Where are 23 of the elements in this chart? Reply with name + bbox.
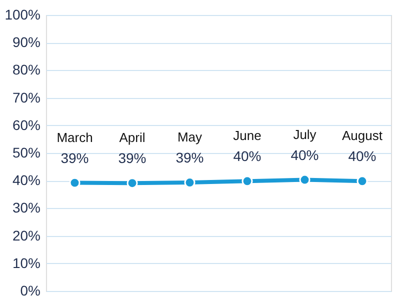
y-tick-label: 0% [20,282,40,298]
y-tick-label: 60% [12,116,40,133]
data-label: 40% [290,146,319,163]
y-tick-label: 90% [12,34,40,50]
data-label: 39% [176,150,204,166]
y-tick-label: 10% [12,254,40,271]
y-tick-label: 80% [12,62,40,78]
data-label: 40% [233,148,262,164]
y-tick-label: 30% [12,200,40,216]
x-tick-label: June [233,128,262,144]
x-tick-label: August [342,128,383,144]
y-tick-label: 40% [12,172,40,188]
data-label: 39% [60,150,89,166]
x-tick-label: April [119,130,146,146]
x-tick-label: May [177,130,203,145]
y-tick-label: 50% [12,144,40,160]
x-tick-label: March [56,130,93,145]
x-tick-label: July [293,126,317,142]
data-label: 40% [348,148,376,164]
y-tick-label: 20% [12,227,40,244]
data-label: 39% [118,150,146,166]
y-tick-label: 70% [12,89,40,106]
y-tick-label: 100% [4,6,40,22]
